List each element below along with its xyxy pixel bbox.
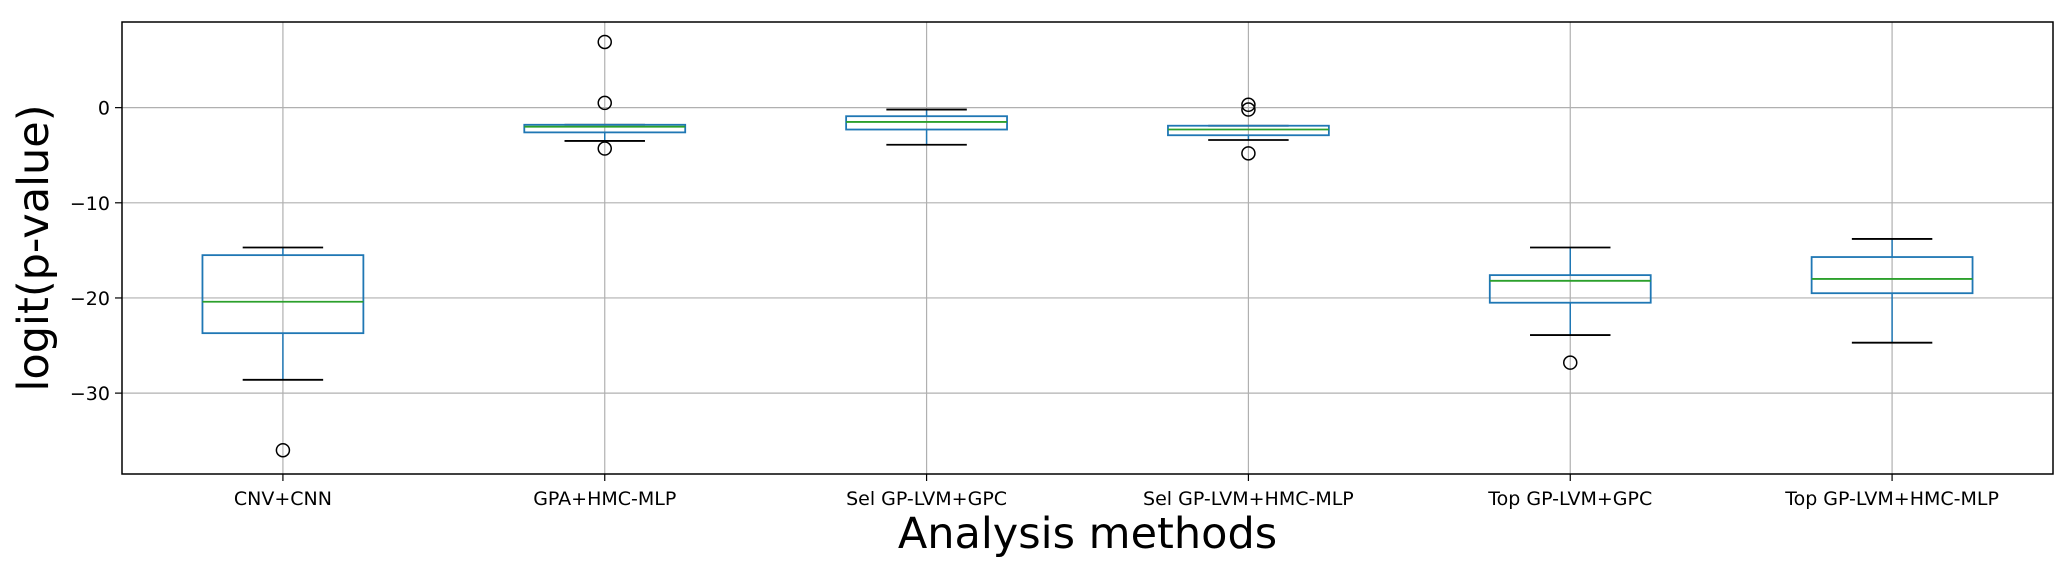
x-tick-label: CNV+CNN [234,488,332,510]
x-tick-label: Sel GP-LVM+HMC-MLP [1143,488,1354,510]
flier-point [1241,102,1256,117]
box-iqr [845,115,1008,131]
box-iqr [523,123,687,134]
x-axis-title: Analysis methods [898,509,1277,559]
flier-point [1241,97,1256,113]
x-tick-label: Top GP-LVM+GPC [1487,488,1652,510]
box-2 [845,108,1008,146]
box-iqr [201,254,365,335]
x-tick-label: Top GP-LVM+HMC-MLP [1784,488,1999,510]
plot-frame [121,21,2054,475]
box-5 [1810,238,1974,344]
y-tick-label: −20 [70,288,110,310]
flier-point [1563,355,1578,370]
y-tick-label: −30 [70,383,110,405]
flier-point [275,442,291,458]
box-iqr [1488,274,1652,304]
gridlines [122,22,2053,474]
flier-point [597,141,612,156]
box-iqr [1810,256,1974,295]
boxes [201,34,1974,458]
box-iqr [1167,124,1330,137]
box-3 [1167,97,1330,161]
y-axis-title: logit(p-value) [9,104,59,391]
flier-point [597,34,612,50]
flier-point [1241,146,1256,161]
axis-ticks: 0 −10 −20 −30 CNV+CNN GPA+HMC-MLP Sel GP-LVM+G… [70,98,1999,510]
box-4 [1488,246,1652,370]
y-tick-label: 0 [98,98,110,120]
box-0 [201,246,365,458]
y-tick-label: −10 [70,193,110,215]
flier-point [597,95,612,111]
box-1 [523,34,687,156]
x-tick-label: Sel GP-LVM+GPC [846,488,1007,510]
x-tick-label: GPA+HMC-MLP [533,488,676,510]
